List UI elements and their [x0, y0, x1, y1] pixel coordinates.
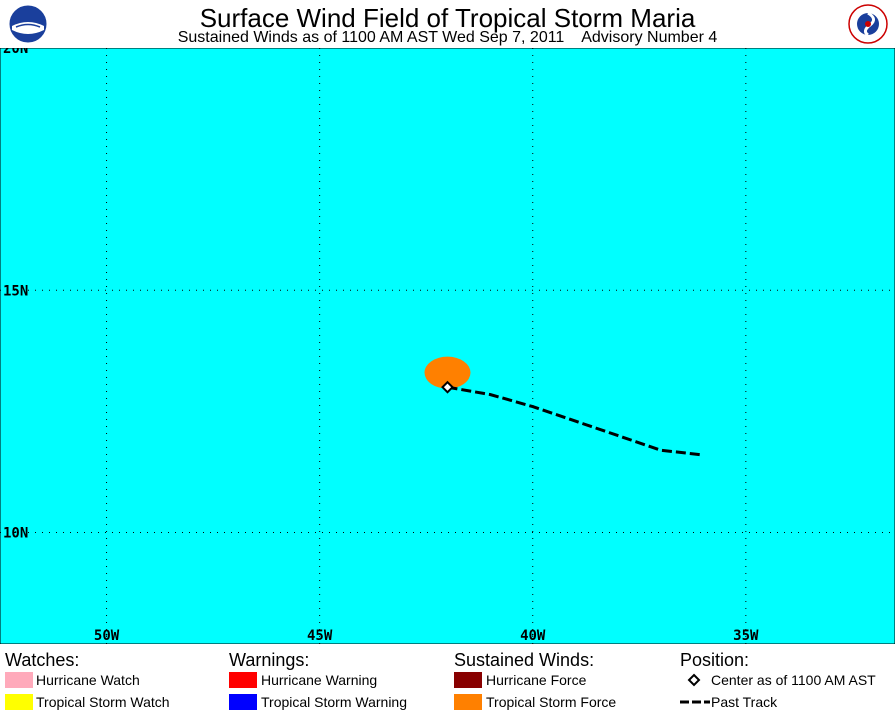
- hurricane-force-label: Hurricane Force: [486, 672, 587, 688]
- position-heading: Position:: [680, 650, 750, 670]
- tropical-storm-force-swatch: [454, 694, 482, 710]
- lon-tick-label: 50W: [94, 628, 120, 644]
- past-track-label: Past Track: [711, 694, 778, 710]
- map-legend: Watches: Hurricane Watch Tropical Storm …: [0, 648, 895, 716]
- map-title: Surface Wind Field of Tropical Storm Mar…: [199, 3, 696, 33]
- graticule-labels: 50W 45W 40W 35W 20N 15N 10N: [3, 48, 759, 644]
- watches-heading: Watches:: [5, 650, 80, 670]
- warnings-heading: Warnings:: [229, 650, 310, 670]
- lat-tick-label: 20N: [3, 48, 28, 57]
- hurricane-watch-label: Hurricane Watch: [36, 672, 140, 688]
- nws-logo: [848, 4, 888, 44]
- hurricane-watch-swatch: [5, 672, 33, 688]
- hurricane-force-swatch: [454, 672, 482, 688]
- noaa-logo: [8, 4, 48, 44]
- lat-tick-label: 10N: [3, 526, 28, 542]
- tropical-storm-warning-swatch: [229, 694, 257, 710]
- tropical-storm-watch-label: Tropical Storm Watch: [36, 694, 170, 710]
- lon-tick-label: 35W: [733, 628, 759, 644]
- center-diamond-icon: [687, 673, 701, 687]
- lon-tick-label: 40W: [520, 628, 546, 644]
- wind-field-map: 50W 45W 40W 35W 20N 15N 10N: [0, 48, 895, 644]
- hurricane-warning-label: Hurricane Warning: [261, 672, 378, 688]
- hurricane-warning-swatch: [229, 672, 257, 688]
- tropical-storm-warning-label: Tropical Storm Warning: [261, 694, 408, 710]
- center-position-label: Center as of 1100 AM AST: [711, 672, 876, 688]
- storm-center-marker: [441, 380, 454, 394]
- lon-tick-label: 45W: [307, 628, 333, 644]
- map-subtitle: Sustained Winds as of 1100 AM AST Wed Se…: [177, 29, 718, 46]
- ocean-area: [0, 48, 895, 644]
- storm-overlay: [424, 356, 704, 457]
- past-track-line: [447, 385, 704, 457]
- past-track-line-icon: [680, 700, 710, 704]
- sustained-winds-heading: Sustained Winds:: [454, 650, 595, 670]
- tropical-storm-force-label: Tropical Storm Force: [486, 694, 617, 710]
- tropical-storm-watch-swatch: [5, 694, 33, 710]
- lat-tick-label: 15N: [3, 283, 28, 299]
- tropical-storm-force-area: [424, 356, 471, 389]
